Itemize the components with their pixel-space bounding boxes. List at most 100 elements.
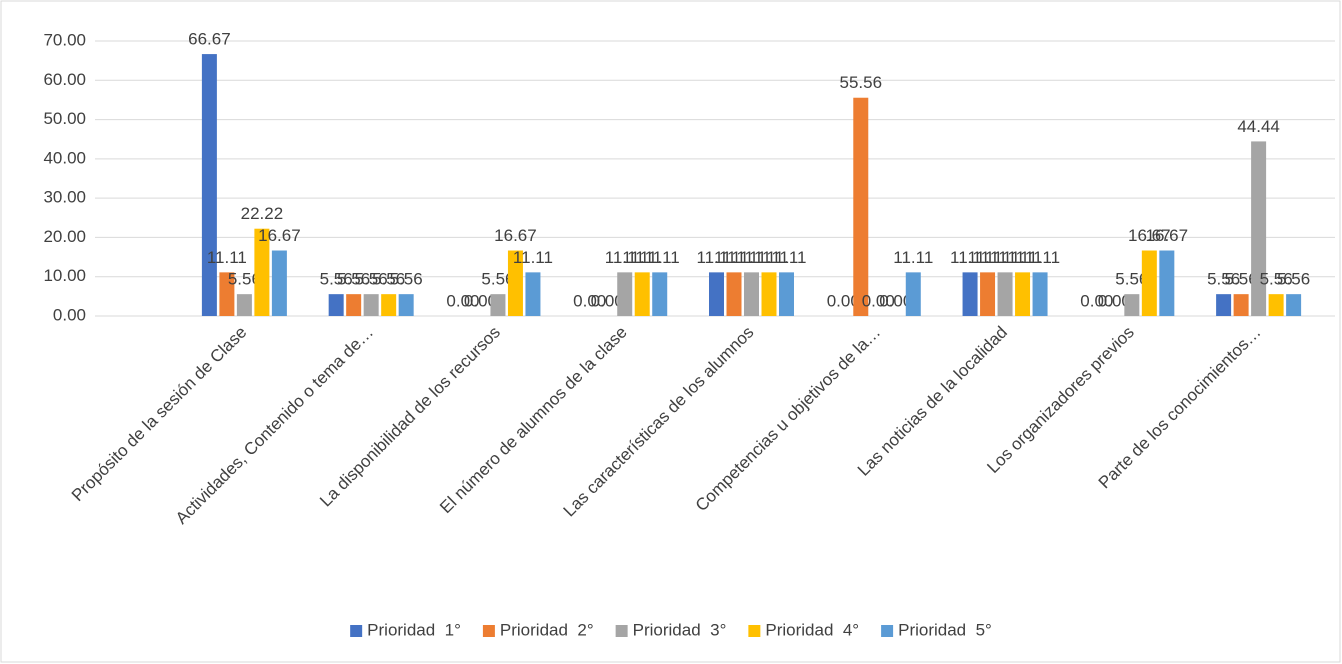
- data-label: 5.56: [228, 270, 261, 289]
- data-label: 5.56: [337, 270, 370, 289]
- legend-item: Prioridad 5°: [881, 620, 992, 639]
- bar: [652, 272, 668, 316]
- legend-swatch: [615, 625, 628, 637]
- bar: [1015, 272, 1031, 316]
- bar: [1268, 294, 1284, 316]
- data-label: 5.56: [372, 270, 405, 289]
- y-tick-label: 60.00: [43, 70, 86, 89]
- bar: [1032, 272, 1048, 316]
- bar: [1251, 141, 1267, 316]
- bar: [201, 54, 217, 316]
- legend: Prioridad 1° Prioridad 2° Prioridad 3° Prio…: [350, 620, 992, 639]
- y-tick-label: 0.00: [53, 305, 86, 324]
- bar: [1216, 294, 1232, 316]
- legend-swatch: [482, 625, 495, 637]
- data-label: 11.11: [622, 248, 662, 267]
- data-label: 11.11: [640, 248, 680, 267]
- bar: [634, 272, 650, 316]
- data-label: 16.67: [258, 226, 301, 245]
- data-label: 22.22: [241, 204, 284, 223]
- data-label: 16.67: [494, 226, 537, 245]
- data-label: 5.56: [1225, 270, 1258, 289]
- data-label: 11.11: [893, 248, 933, 267]
- data-label: 11.11: [766, 248, 806, 267]
- bar: [761, 272, 777, 316]
- data-label: 5.56: [1277, 270, 1310, 289]
- bar: [490, 294, 506, 316]
- legend-label: Prioridad 5°: [898, 620, 992, 639]
- data-label: 5.56: [355, 270, 388, 289]
- bar: [1159, 250, 1175, 316]
- bar: [236, 294, 252, 316]
- data-label: 5.56: [481, 270, 514, 289]
- data-label: 5.56: [320, 270, 353, 289]
- bar: [381, 294, 397, 316]
- data-label: 16.67: [1128, 226, 1171, 245]
- bar: [853, 97, 869, 316]
- legend-item: Prioridad 3°: [615, 620, 727, 639]
- data-label: 44.44: [1237, 117, 1280, 136]
- data-label: 11.11: [731, 248, 771, 267]
- bar: [779, 272, 794, 316]
- legend-label: Prioridad 2°: [500, 620, 594, 639]
- data-label: 11.11: [605, 248, 645, 267]
- bar: [328, 294, 344, 316]
- data-label: 11.11: [513, 248, 553, 267]
- bar: [997, 272, 1013, 316]
- bar: [507, 250, 523, 316]
- data-label: 0.00: [862, 291, 895, 310]
- data-label: 0.00: [1080, 291, 1113, 310]
- legend-swatch: [748, 625, 761, 637]
- data-label: 0.00: [879, 291, 912, 310]
- bar: [254, 228, 270, 316]
- bar: [271, 250, 287, 316]
- bar: [905, 272, 921, 316]
- bar: [1141, 250, 1157, 316]
- bar: [744, 272, 759, 316]
- bar: [525, 272, 541, 316]
- y-tick-label: 50.00: [43, 109, 86, 128]
- data-label: 11.11: [714, 248, 754, 267]
- data-label: 11.11: [1003, 248, 1043, 267]
- data-label: 16.67: [1146, 226, 1189, 245]
- data-label: 0.00: [591, 291, 624, 310]
- data-label: 0.00: [1098, 291, 1131, 310]
- data-label: 0.00: [827, 291, 860, 310]
- bar: [962, 272, 978, 316]
- legend-item: Prioridad 2°: [482, 620, 594, 639]
- data-label: 11.11: [696, 248, 736, 267]
- data-label: 11.11: [749, 248, 789, 267]
- legend-item: Prioridad 1°: [350, 620, 461, 639]
- data-label: 5.56: [390, 270, 423, 289]
- data-label: 11.11: [207, 248, 247, 267]
- data-label: 55.56: [840, 73, 883, 92]
- bar: [363, 294, 379, 316]
- data-label: 66.67: [188, 30, 231, 49]
- data-label: 11.11: [1020, 248, 1060, 267]
- legend-label: Prioridad 3°: [633, 620, 727, 639]
- data-label: 11.11: [950, 248, 990, 267]
- bar: [219, 272, 235, 316]
- bar: [1286, 294, 1302, 316]
- legend-label: Prioridad 4°: [765, 620, 859, 639]
- data-label: 11.11: [968, 248, 1008, 267]
- bar: [617, 272, 633, 316]
- data-label: 5.56: [1207, 270, 1240, 289]
- y-tick-label: 10.00: [43, 266, 86, 285]
- y-tick-label: 70.00: [43, 30, 86, 49]
- data-label: 11.11: [985, 248, 1025, 267]
- legend-item: Prioridad 4°: [748, 620, 859, 639]
- bar: [709, 272, 724, 316]
- data-label: 0.00: [573, 291, 606, 310]
- y-tick-label: 40.00: [43, 148, 86, 167]
- y-tick-label: 20.00: [43, 227, 86, 246]
- bar: [1233, 294, 1249, 316]
- bar: [398, 294, 414, 316]
- bar: [1124, 294, 1140, 316]
- data-label: 0.00: [446, 291, 479, 310]
- legend-swatch: [881, 625, 894, 637]
- bar: [346, 294, 362, 316]
- legend-label: Prioridad 1°: [367, 620, 461, 639]
